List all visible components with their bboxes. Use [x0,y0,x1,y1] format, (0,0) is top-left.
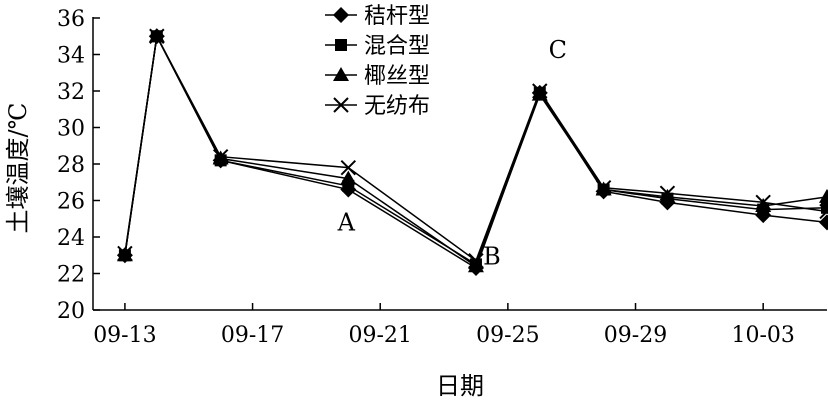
x-tick-label: 09-21 [349,323,412,348]
y-tick-label: 22 [57,263,85,288]
data-point [117,245,133,262]
legend-item: 椰丝型 [325,64,430,89]
series-2 [118,30,828,271]
x-tick-label: 09-25 [476,323,539,348]
data-point [149,28,165,44]
y-tick-label: 36 [57,7,85,32]
data-point [532,83,548,99]
legend-label: 秸杆型 [364,4,430,29]
series-line [124,33,828,262]
y-tick-label: 30 [57,117,85,142]
legend-item: 无纺布 [325,94,430,119]
y-tick-label: 20 [57,299,85,324]
y-tick-label: 32 [57,80,85,105]
data-point [595,180,612,196]
series-line [124,33,828,268]
y-axis-title: 土壤温度/℃ [4,103,32,234]
legend-marker [333,97,349,113]
x-tick-label: 10-03 [731,323,794,348]
data-point [212,148,229,165]
data-point [819,203,828,220]
annotations: A B C [337,36,567,271]
legend-label: 椰丝型 [364,64,430,89]
x-tick-label: 09-13 [93,323,156,348]
legend-marker [333,67,349,81]
legend-marker [333,7,349,23]
data-point [659,185,676,201]
data-point [340,159,357,176]
legend-label: 无纺布 [364,94,430,119]
y-tick-label: 28 [57,153,85,178]
annotation-label: A [337,209,356,237]
data-point [659,188,676,203]
series-group [116,28,828,277]
y-tick-label: 26 [57,190,85,215]
x-axis-title: 日期 [436,372,484,400]
x-tick-label: 09-17 [221,323,284,348]
series-line [124,33,828,266]
data-point [468,253,484,269]
data-point [755,194,771,211]
series-4 [117,28,828,269]
x-tick-label: 09-29 [604,323,667,348]
axes [92,17,827,311]
x-ticks: 09-13 09-17 09-21 09-25 09-29 10-03 [93,303,795,348]
data-point [819,214,828,231]
legend-marker [335,39,347,51]
data-point [467,258,484,273]
data-point [340,170,357,185]
y-tick-label: 24 [57,226,85,251]
annotation-label: C [549,36,567,64]
annotation-label: B [483,243,501,271]
y-tick-label: 34 [57,44,85,69]
y-ticks: 20 22 24 26 28 30 32 34 36 [57,7,100,324]
legend-item: 混合型 [325,34,430,59]
data-point [819,188,828,203]
series-3 [116,28,828,273]
data-point [755,197,772,212]
series-line [124,33,828,270]
series-1 [116,28,828,277]
legend-item: 秸杆型 [325,4,430,29]
legend-label: 混合型 [364,34,430,59]
